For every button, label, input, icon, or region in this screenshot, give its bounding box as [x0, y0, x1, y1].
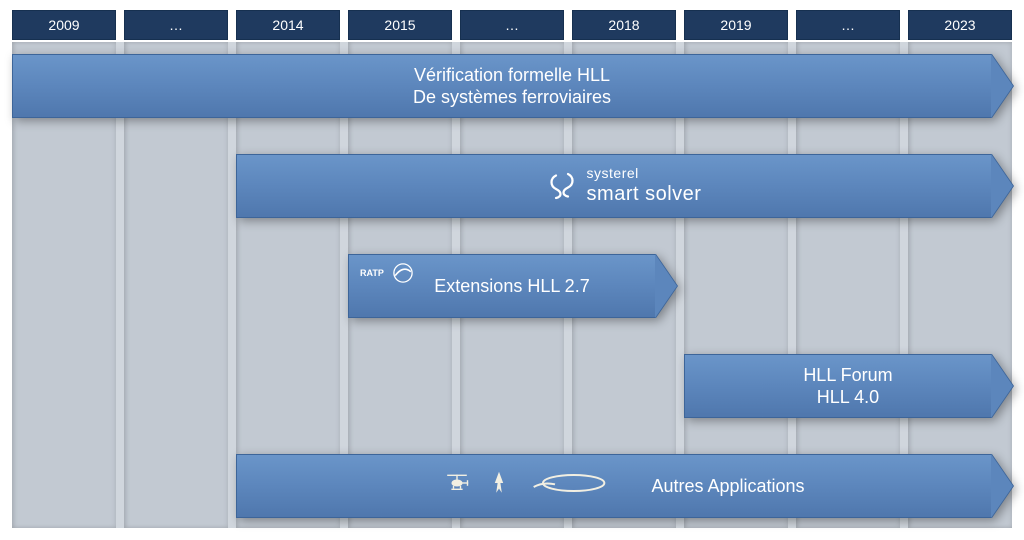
year-cell: … — [124, 10, 228, 40]
bar-hll-forum: HLL Forum HLL 4.0 — [684, 354, 1012, 418]
bar-autres: Autres Applications — [236, 454, 1012, 518]
bars-layer: Vérification formelle HLL De systèmes fe… — [12, 42, 1012, 528]
year-cell: … — [460, 10, 564, 40]
ratp-badge: RATP — [360, 260, 416, 286]
ratp-icon — [390, 260, 416, 286]
year-cell: 2009 — [12, 10, 116, 40]
helicopter-icon — [443, 469, 471, 503]
bar-label: HLL 4.0 — [817, 386, 879, 409]
logo-text-bottom: smart solver — [587, 182, 702, 207]
s-swirl-icon — [547, 171, 577, 201]
bar-label: Vérification formelle HLL — [414, 64, 610, 87]
systerel-logo: systerel smart solver — [547, 165, 702, 208]
logo-text-top: systerel — [587, 165, 639, 183]
bar-label: Autres Applications — [651, 475, 804, 498]
year-cell: 2014 — [236, 10, 340, 40]
bar-extensions: RATP Extensions HLL 2.7 — [348, 254, 676, 318]
bar-label: HLL Forum — [803, 364, 892, 387]
ratp-badge-label: RATP — [360, 268, 384, 278]
timeline-chart: 2009 … 2014 2015 … 2018 2019 … 2023 Véri… — [0, 0, 1024, 540]
timeline-header: 2009 … 2014 2015 … 2018 2019 … 2023 — [12, 10, 1012, 40]
year-cell: 2015 — [348, 10, 452, 40]
bar-label: De systèmes ferroviaires — [413, 86, 611, 109]
bar-label: Extensions HLL 2.7 — [434, 275, 589, 298]
probe-icon — [527, 469, 607, 503]
year-cell: 2023 — [908, 10, 1012, 40]
year-cell: 2019 — [684, 10, 788, 40]
bar-verification: Vérification formelle HLL De systèmes fe… — [12, 54, 1012, 118]
bar-smart-solver: systerel smart solver — [236, 154, 1012, 218]
year-cell: 2018 — [572, 10, 676, 40]
rocket-icon — [485, 469, 513, 503]
year-cell: … — [796, 10, 900, 40]
